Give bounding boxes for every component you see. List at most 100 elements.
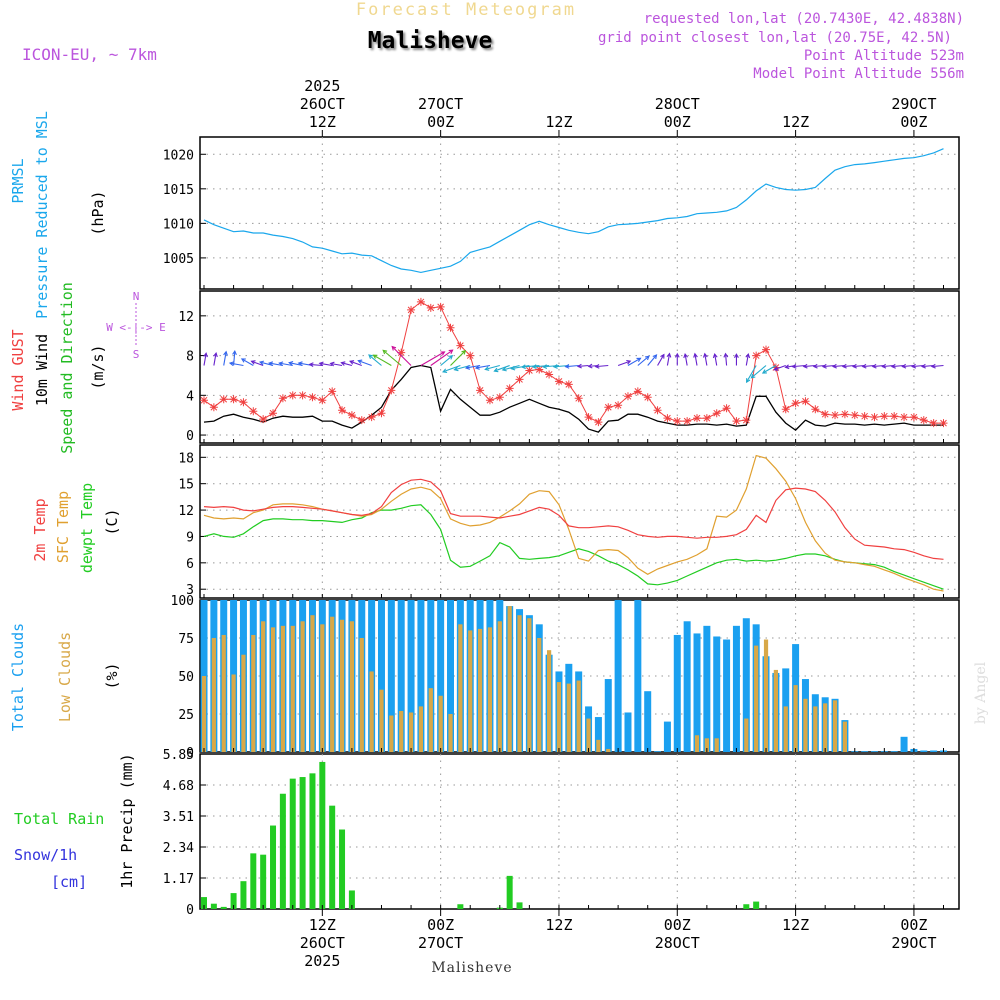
wind-arrow-head xyxy=(901,363,907,369)
wind-arrow-head xyxy=(841,363,847,369)
wind-arrow xyxy=(637,355,650,366)
wind-arrow xyxy=(279,362,293,367)
panel-4: 0 25 50 75 100 xyxy=(171,594,960,761)
gust-marker xyxy=(633,387,642,396)
low-cloud-bar xyxy=(763,639,769,752)
gust-marker xyxy=(623,392,632,401)
low-cloud-bar xyxy=(379,689,384,752)
low-cloud-bar xyxy=(458,624,463,752)
low-cloud-bar xyxy=(596,739,601,752)
low-cloud-bar xyxy=(399,710,404,752)
total-cloud-bar xyxy=(634,600,642,752)
wind-arrow-head xyxy=(484,366,490,371)
wind-arrow-head xyxy=(890,363,896,369)
wind-arrow xyxy=(420,351,445,366)
low-cloud-bar xyxy=(487,627,493,752)
wind-arrow-head xyxy=(340,361,346,366)
wind-arrow-head xyxy=(520,364,526,370)
gust-marker xyxy=(712,409,721,418)
total-cloud-bar xyxy=(387,600,395,752)
bottom-time-label: 28OCT xyxy=(655,934,700,952)
gust-marker xyxy=(249,407,258,416)
gust-marker xyxy=(762,345,771,354)
wind-arrow xyxy=(842,364,855,368)
wind-arrow-head xyxy=(329,361,335,367)
gust-line xyxy=(203,301,944,424)
gust-marker xyxy=(397,348,406,357)
wind-arrow xyxy=(724,353,728,366)
rain-bar xyxy=(457,904,464,909)
gust-marker xyxy=(347,411,356,420)
gust-marker xyxy=(702,414,711,423)
wind-arrow xyxy=(833,364,845,368)
wind-arrow xyxy=(450,350,466,366)
gust-marker xyxy=(387,386,396,395)
gust-marker xyxy=(357,416,366,425)
rain-bar xyxy=(348,890,355,909)
total-cloud-bar xyxy=(673,634,681,752)
wind-arrow xyxy=(319,362,333,367)
gust-marker xyxy=(525,366,534,375)
requested-coords: requested lon,lat (20.7430E, 42.4838N) xyxy=(644,11,964,27)
wind-arrow xyxy=(912,364,924,368)
rain-bar xyxy=(289,778,296,909)
panel-1: 1005 1010 1015 1020 xyxy=(163,136,960,290)
wind-arrow xyxy=(684,353,688,366)
rain-bar xyxy=(506,875,513,909)
total-cloud-bar xyxy=(644,691,652,752)
wind-arrow-head xyxy=(250,360,256,365)
panel-3: 3 6 9 12 15 18 xyxy=(178,444,960,599)
wind-arrow xyxy=(241,358,254,366)
wind-arrow-head xyxy=(349,360,355,365)
wind-arrow-head xyxy=(357,359,363,365)
temp-label: 2m Temp xyxy=(31,498,49,561)
gust-marker xyxy=(269,409,278,418)
gust-marker xyxy=(476,386,485,395)
gust-marker xyxy=(752,351,761,360)
gust-marker xyxy=(614,401,623,410)
wind-arrow-head xyxy=(660,353,665,359)
sfc-label: SFC Temp xyxy=(54,491,72,563)
wind-arrow xyxy=(714,353,718,366)
low-cloud-bar xyxy=(714,738,719,752)
wind-arrow-head xyxy=(674,352,680,358)
pressure-units: (hPa) xyxy=(89,190,107,235)
wind-arrow-head xyxy=(297,361,303,367)
wind-arrow-head xyxy=(930,363,936,369)
gust-marker xyxy=(288,391,297,400)
wind-arrow xyxy=(565,364,579,368)
wind-arrow-head xyxy=(750,373,756,379)
bottom-time-label: 26OCT xyxy=(300,934,345,952)
low-cloud-bar xyxy=(448,714,453,752)
top-time-label: 00Z xyxy=(427,113,454,131)
gust-marker xyxy=(407,305,416,314)
wind-arrow xyxy=(475,364,491,369)
y-tick-label: 25 xyxy=(178,708,194,723)
wind-arrow xyxy=(269,362,283,367)
dewpt-line xyxy=(203,504,944,590)
low-cloud-bar xyxy=(369,671,374,752)
y-tick-label: 6 xyxy=(186,557,194,572)
gust-marker xyxy=(604,403,613,412)
wind-arrow xyxy=(430,349,453,366)
gust-marker xyxy=(840,410,849,419)
bottom-time-label: 00Z xyxy=(900,916,927,934)
total-cloud-bar xyxy=(861,751,869,752)
wind-arrow xyxy=(494,364,510,372)
direction-label: Speed and Direction xyxy=(58,282,76,454)
total-cloud-bar xyxy=(683,621,691,752)
watermark: by Angel xyxy=(973,661,989,724)
top-time-label: 00Z xyxy=(900,113,927,131)
wind-arrow xyxy=(330,362,343,367)
wind-arrow xyxy=(223,351,227,366)
low-cloud-bar xyxy=(211,638,216,752)
gust-marker xyxy=(338,406,347,415)
wind-arrow-head xyxy=(761,369,767,374)
wind-arrow xyxy=(341,362,353,367)
total-cloud-bar xyxy=(693,633,701,752)
low-cloud-bar xyxy=(744,718,749,752)
dewpt-label: dewpt Temp xyxy=(78,483,96,573)
bottom-time-label: 2025 xyxy=(304,952,340,970)
